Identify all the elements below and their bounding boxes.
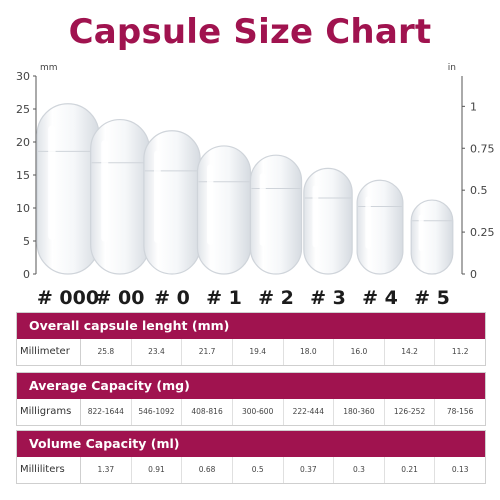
volume-table: Volume Capacity (ml) Milliliters 1.37 0.… — [16, 430, 486, 484]
capsule-bar — [303, 167, 353, 275]
capsule-size-label: # 4 — [362, 287, 398, 309]
left-axis-unit: mm — [40, 63, 58, 73]
length-table-row: Millimeter 25.8 23.4 21.7 19.4 18.0 16.0… — [17, 339, 485, 365]
table-cell: 0.91 — [132, 457, 183, 483]
table-cell: 0.5 — [233, 457, 284, 483]
table-cell: 546-1092 — [132, 399, 183, 425]
right-axis-tick-label: 0.5 — [470, 184, 488, 197]
capsule-size-label: # 5 — [414, 287, 450, 309]
capsule-bar — [90, 118, 150, 275]
capsule-bar — [249, 154, 303, 275]
table-cell: 21.7 — [182, 339, 233, 365]
capsule-bar — [196, 145, 252, 275]
table-cell: 11.2 — [451, 347, 469, 356]
table-cell: 14.2 — [385, 339, 436, 365]
capacity-table: Average Capacity (mg) Milligrams 822-164… — [16, 372, 486, 426]
table-cell: 180-360 — [334, 399, 385, 425]
left-axis-tick-label: 0 — [23, 268, 30, 281]
right-axis-tick-label: 0 — [470, 268, 477, 281]
capsule-bar — [143, 130, 201, 275]
table-cell: 222-444 — [284, 399, 335, 425]
table-cell: 23.4 — [132, 339, 183, 365]
capsule-size-label: # 3 — [310, 287, 346, 309]
page-title: Capsule Size Chart — [68, 12, 432, 52]
table-cell: 78-156 — [446, 407, 474, 416]
table-cell: 126-252 — [385, 399, 436, 425]
table-cell: 25.8 — [81, 339, 132, 365]
left-axis-tick-label: 10 — [16, 202, 30, 215]
left-axis-tick-label: 20 — [16, 136, 30, 149]
capacity-table-header: Average Capacity (mg) — [17, 373, 485, 399]
left-axis-tick-label: 15 — [16, 169, 30, 182]
table-cell: 18.0 — [284, 339, 335, 365]
length-table-header: Overall capsule lenght (mm) — [17, 313, 485, 339]
right-axis-tick-label: 1 — [470, 100, 477, 113]
capsule-bar — [36, 103, 100, 275]
right-axis-tick-label: 0.25 — [470, 226, 495, 239]
volume-table-header: Volume Capacity (ml) — [17, 431, 485, 457]
left-axis-tick-label: 25 — [16, 103, 30, 116]
left-axis-tick-label: 5 — [23, 235, 30, 248]
capacity-table-row: Milligrams 822-1644 546-1092 408-816 300… — [17, 399, 485, 425]
table-cell: 408-816 — [182, 399, 233, 425]
capsule-size-label: # 00 — [96, 287, 145, 309]
capsule-size-label: # 1 — [206, 287, 242, 309]
table-cell: 0.3 — [334, 457, 385, 483]
table-cell: 0.21 — [385, 457, 436, 483]
volume-table-row: Milliliters 1.37 0.91 0.68 0.5 0.37 0.3 … — [17, 457, 485, 483]
capsule-chart: mm 0 5 10 15 20 25 30 in 0 0.25 0.5 0.75 1 # 000# 00 #… — [16, 63, 495, 309]
capsule-size-label: # 000 — [37, 287, 99, 309]
right-axis-tick-label: 0.75 — [470, 142, 495, 155]
length-table: Overall capsule lenght (mm) Millimeter 2… — [16, 312, 486, 366]
table-cell: 300-600 — [233, 399, 284, 425]
capsule-size-label: # 0 — [154, 287, 190, 309]
capsule-bar — [410, 199, 454, 275]
table-cell: 0.13 — [451, 465, 469, 474]
row-label: Milligrams — [17, 399, 81, 425]
table-cell: 0.37 — [284, 457, 335, 483]
row-label: Millimeter — [17, 339, 81, 365]
capsule-size-label: # 2 — [258, 287, 294, 309]
left-axis-tick-label: 30 — [16, 70, 30, 83]
table-cell: 0.68 — [182, 457, 233, 483]
row-label: Milliliters — [17, 457, 81, 483]
table-cell: 1.37 — [81, 457, 132, 483]
table-cell: 19.4 — [233, 339, 284, 365]
table-cell: 822-1644 — [81, 399, 132, 425]
table-cell: 16.0 — [334, 339, 385, 365]
right-axis-unit: in — [448, 63, 456, 73]
capsule-bar — [356, 179, 404, 275]
